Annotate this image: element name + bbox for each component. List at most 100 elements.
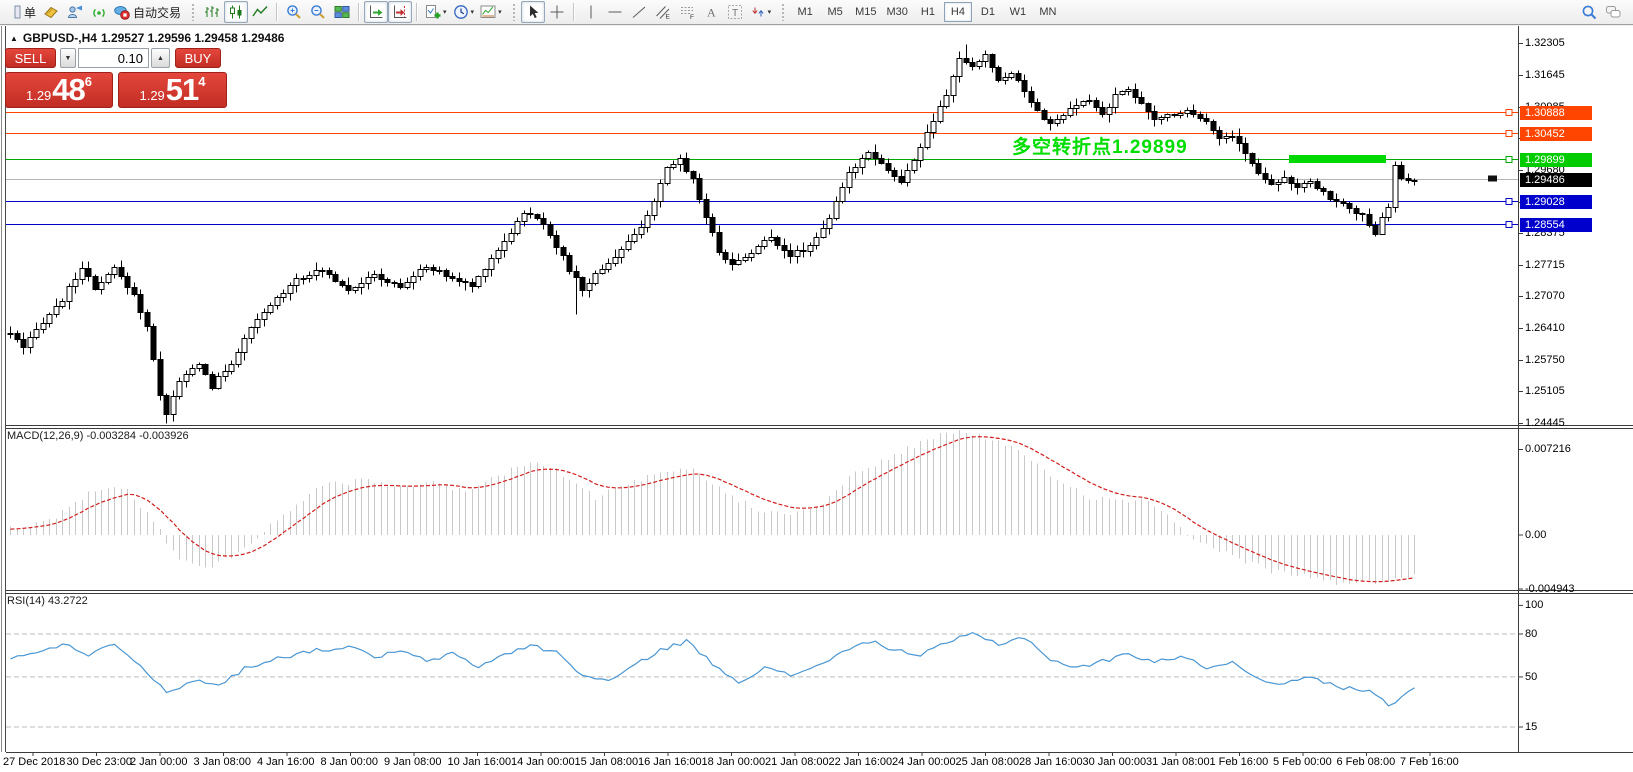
macd-tick-label: -0.004943: [1525, 583, 1575, 595]
sell-price-big: 48: [52, 72, 85, 107]
price-tick-label: 1.24445: [1525, 416, 1565, 429]
search-button[interactable]: [1577, 1, 1601, 23]
timeframe-w1[interactable]: W1: [1009, 6, 1027, 18]
line-chart-mode-button[interactable]: [248, 1, 272, 23]
buy-button[interactable]: BUY: [175, 48, 221, 68]
arrows-button[interactable]: ▾: [747, 1, 775, 23]
toolbar-right-group: [1577, 1, 1625, 23]
horizontal-line-button[interactable]: [603, 1, 627, 23]
time-axis-label: 27 Dec 2018: [3, 756, 66, 768]
time-axis-label: 25 Jan 08:00: [955, 756, 1020, 768]
equidistant-channel-button[interactable]: E: [651, 1, 675, 23]
arrows-dropdown-icon[interactable]: ▾: [767, 9, 772, 16]
market-watch-button[interactable]: [39, 1, 63, 23]
chat-button[interactable]: [1601, 1, 1625, 23]
autoscroll-icon: [368, 4, 384, 20]
cursor-button[interactable]: [520, 1, 545, 23]
price-tick-label: 1.32305: [1525, 36, 1565, 49]
timeframe-mn[interactable]: MN: [1039, 6, 1057, 18]
autotrade-icon: [114, 4, 130, 20]
indicators-dropdown-icon[interactable]: ▾: [443, 9, 447, 16]
toolbar-grip: [191, 3, 196, 21]
channel-icon: E: [655, 4, 671, 20]
collapse-one-click-icon[interactable]: ▲: [10, 34, 18, 43]
timeframe-d1[interactable]: D1: [980, 6, 995, 18]
price-axis[interactable]: 1.323051.316451.309851.303401.296801.290…: [1518, 26, 1633, 752]
chart-symbol-period: GBPUSD-,H4: [22, 31, 97, 45]
chart-candles-icon: [228, 4, 244, 20]
auto-scroll-button[interactable]: [364, 1, 389, 23]
chart-shift-icon: [392, 4, 408, 20]
data-window-button[interactable]: [63, 1, 87, 23]
candles: [7, 44, 1418, 424]
fibonacci-retracement-button[interactable]: F: [675, 1, 699, 23]
sell-price-button[interactable]: 1.29 48 6: [5, 72, 113, 108]
rsi-label: RSI(14) 43.2722: [7, 595, 88, 607]
price-tick-label: 1.27715: [1525, 258, 1565, 271]
timeframe-h4[interactable]: H4: [943, 2, 972, 22]
chart-annotation-text: 多空转折点1.29899: [1012, 137, 1188, 158]
price-badge-1.30888[interactable]: 1.30888: [1520, 105, 1592, 120]
rsi-line: [10, 631, 1415, 707]
person-chart-icon: [67, 4, 83, 20]
timeframe-m15[interactable]: M15: [855, 6, 877, 18]
bar-chart-mode-button[interactable]: [200, 1, 224, 23]
trendline-button[interactable]: [627, 1, 651, 23]
time-axis-label: 1 Feb 16:00: [1209, 756, 1269, 768]
tile-windows-button[interactable]: [330, 1, 354, 23]
templates-dropdown-icon[interactable]: ▾: [498, 9, 502, 16]
arrows-icon: [750, 4, 766, 20]
periods-button[interactable]: ▾: [450, 1, 478, 23]
periods-dropdown-icon[interactable]: ▾: [470, 9, 475, 16]
strategy-tester-button[interactable]: [87, 1, 111, 23]
text-label-button[interactable]: T: [723, 1, 747, 23]
time-axis[interactable]: 27 Dec 2018 30 Dec 23:00 2 Jan 00:00 3 Jan …: [0, 754, 1633, 772]
cursor-icon: [525, 4, 541, 20]
text-button[interactable]: A: [699, 1, 723, 23]
signal-icon: [91, 4, 107, 20]
timeframe-m1[interactable]: M1: [797, 6, 813, 18]
text-a-icon: A: [703, 4, 719, 20]
price-badge-1.29899[interactable]: 1.29899: [1520, 152, 1592, 167]
vertical-line-button[interactable]: [579, 1, 603, 23]
macd-tick-label: 0.00: [1525, 529, 1547, 541]
timeframe-m5[interactable]: M5: [827, 6, 843, 18]
buy-price-button[interactable]: 1.29 51 4: [118, 72, 227, 108]
time-axis-label: 14 Jan 00:00: [511, 756, 575, 768]
time-axis-label: 31 Jan 08:00: [1146, 756, 1210, 768]
indicators-button[interactable]: ▾: [422, 1, 450, 23]
time-axis-label: 30 Jan 00:00: [1082, 756, 1147, 768]
price-badge-1.28554[interactable]: 1.28554: [1520, 217, 1592, 232]
new-order-button[interactable]: 单: [2, 1, 39, 23]
sell-button[interactable]: SELL: [5, 48, 56, 68]
price-tick-label: 1.31645: [1525, 68, 1565, 81]
zoom-out-button[interactable]: [306, 1, 330, 23]
template-icon: [480, 4, 496, 20]
volume-increase-button[interactable]: ▲: [151, 48, 170, 68]
price-tick-label: 1.27070: [1525, 289, 1565, 302]
toolbar-grip: [781, 3, 786, 21]
volume-input[interactable]: [78, 48, 149, 68]
indicators-icon: [425, 4, 441, 20]
current-price-badge: 1.29486: [1520, 172, 1592, 187]
volume-decrease-button[interactable]: ▼: [60, 48, 76, 68]
timeframe-m30[interactable]: M30: [886, 6, 908, 18]
crosshair-button[interactable]: [545, 1, 569, 23]
templates-button[interactable]: ▾: [477, 1, 505, 23]
price-badge-1.29028[interactable]: 1.29028: [1520, 194, 1592, 209]
timeframe-h1[interactable]: H1: [920, 6, 935, 18]
auto-trading-button[interactable]: 自动交易: [111, 1, 184, 23]
chart-bars-icon: [204, 4, 220, 20]
last-close-marker: [1488, 175, 1497, 182]
time-axis-label: 28 Jan 16:00: [1019, 756, 1083, 768]
zoom-in-button[interactable]: [282, 1, 306, 23]
svg-text:A: A: [707, 6, 716, 20]
highlight-bar[interactable]: [1289, 155, 1386, 163]
buy-price-big: 51: [165, 72, 199, 107]
price-badge-1.30452[interactable]: 1.30452: [1520, 126, 1592, 141]
candle-chart-mode-button[interactable]: [224, 1, 249, 23]
doc-sliver-icon: [5, 4, 21, 20]
auto-trading-label: 自动交易: [133, 5, 182, 20]
chart-shift-button[interactable]: [388, 1, 413, 23]
toolbar-separator: [358, 3, 361, 21]
